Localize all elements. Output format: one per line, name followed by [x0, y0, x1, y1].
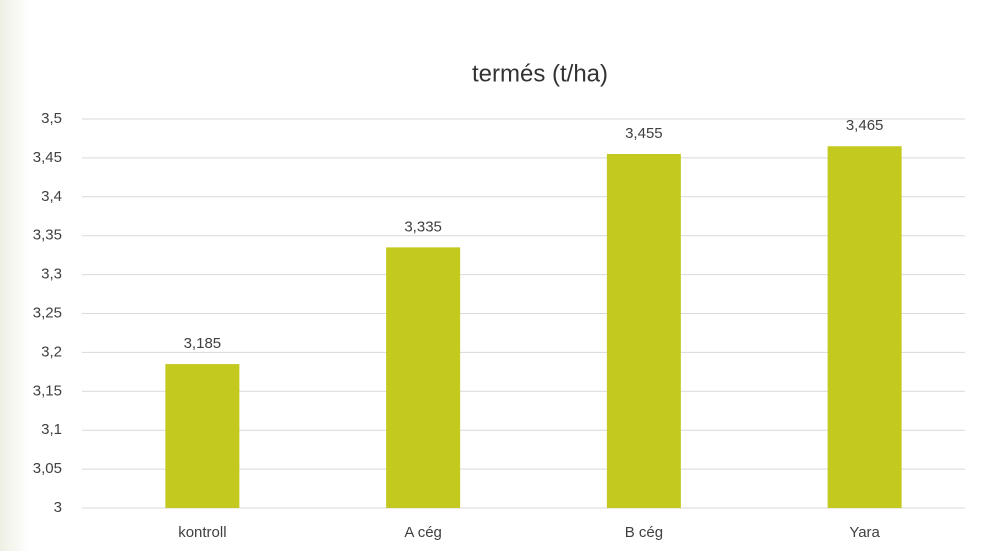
y-tick-label: 3,25 [33, 304, 62, 321]
chart-title: termés (t/ha) [472, 60, 608, 87]
y-tick-label: 3,05 [33, 460, 62, 477]
y-tick-label: 3,2 [41, 343, 62, 360]
data-label: 3,465 [846, 117, 884, 134]
y-tick-label: 3,5 [41, 110, 62, 127]
data-label: 3,335 [404, 218, 442, 235]
data-label: 3,185 [184, 335, 222, 352]
x-tick-label: kontroll [178, 524, 226, 541]
bar [606, 154, 681, 508]
bar [827, 146, 902, 509]
data-label: 3,455 [625, 125, 663, 142]
y-tick-label: 3 [54, 499, 62, 516]
y-tick-label: 3,45 [33, 149, 62, 166]
y-tick-label: 3,1 [41, 421, 62, 438]
x-tick-label: A cég [404, 524, 442, 541]
y-tick-label: 3,15 [33, 382, 62, 399]
x-tick-label: Yara [849, 524, 880, 541]
bar [386, 247, 461, 508]
y-tick-label: 3,4 [41, 188, 62, 205]
bar [165, 364, 240, 508]
x-tick-label: B cég [625, 524, 663, 541]
y-tick-label: 3,35 [33, 227, 62, 244]
y-tick-label: 3,3 [41, 266, 62, 283]
